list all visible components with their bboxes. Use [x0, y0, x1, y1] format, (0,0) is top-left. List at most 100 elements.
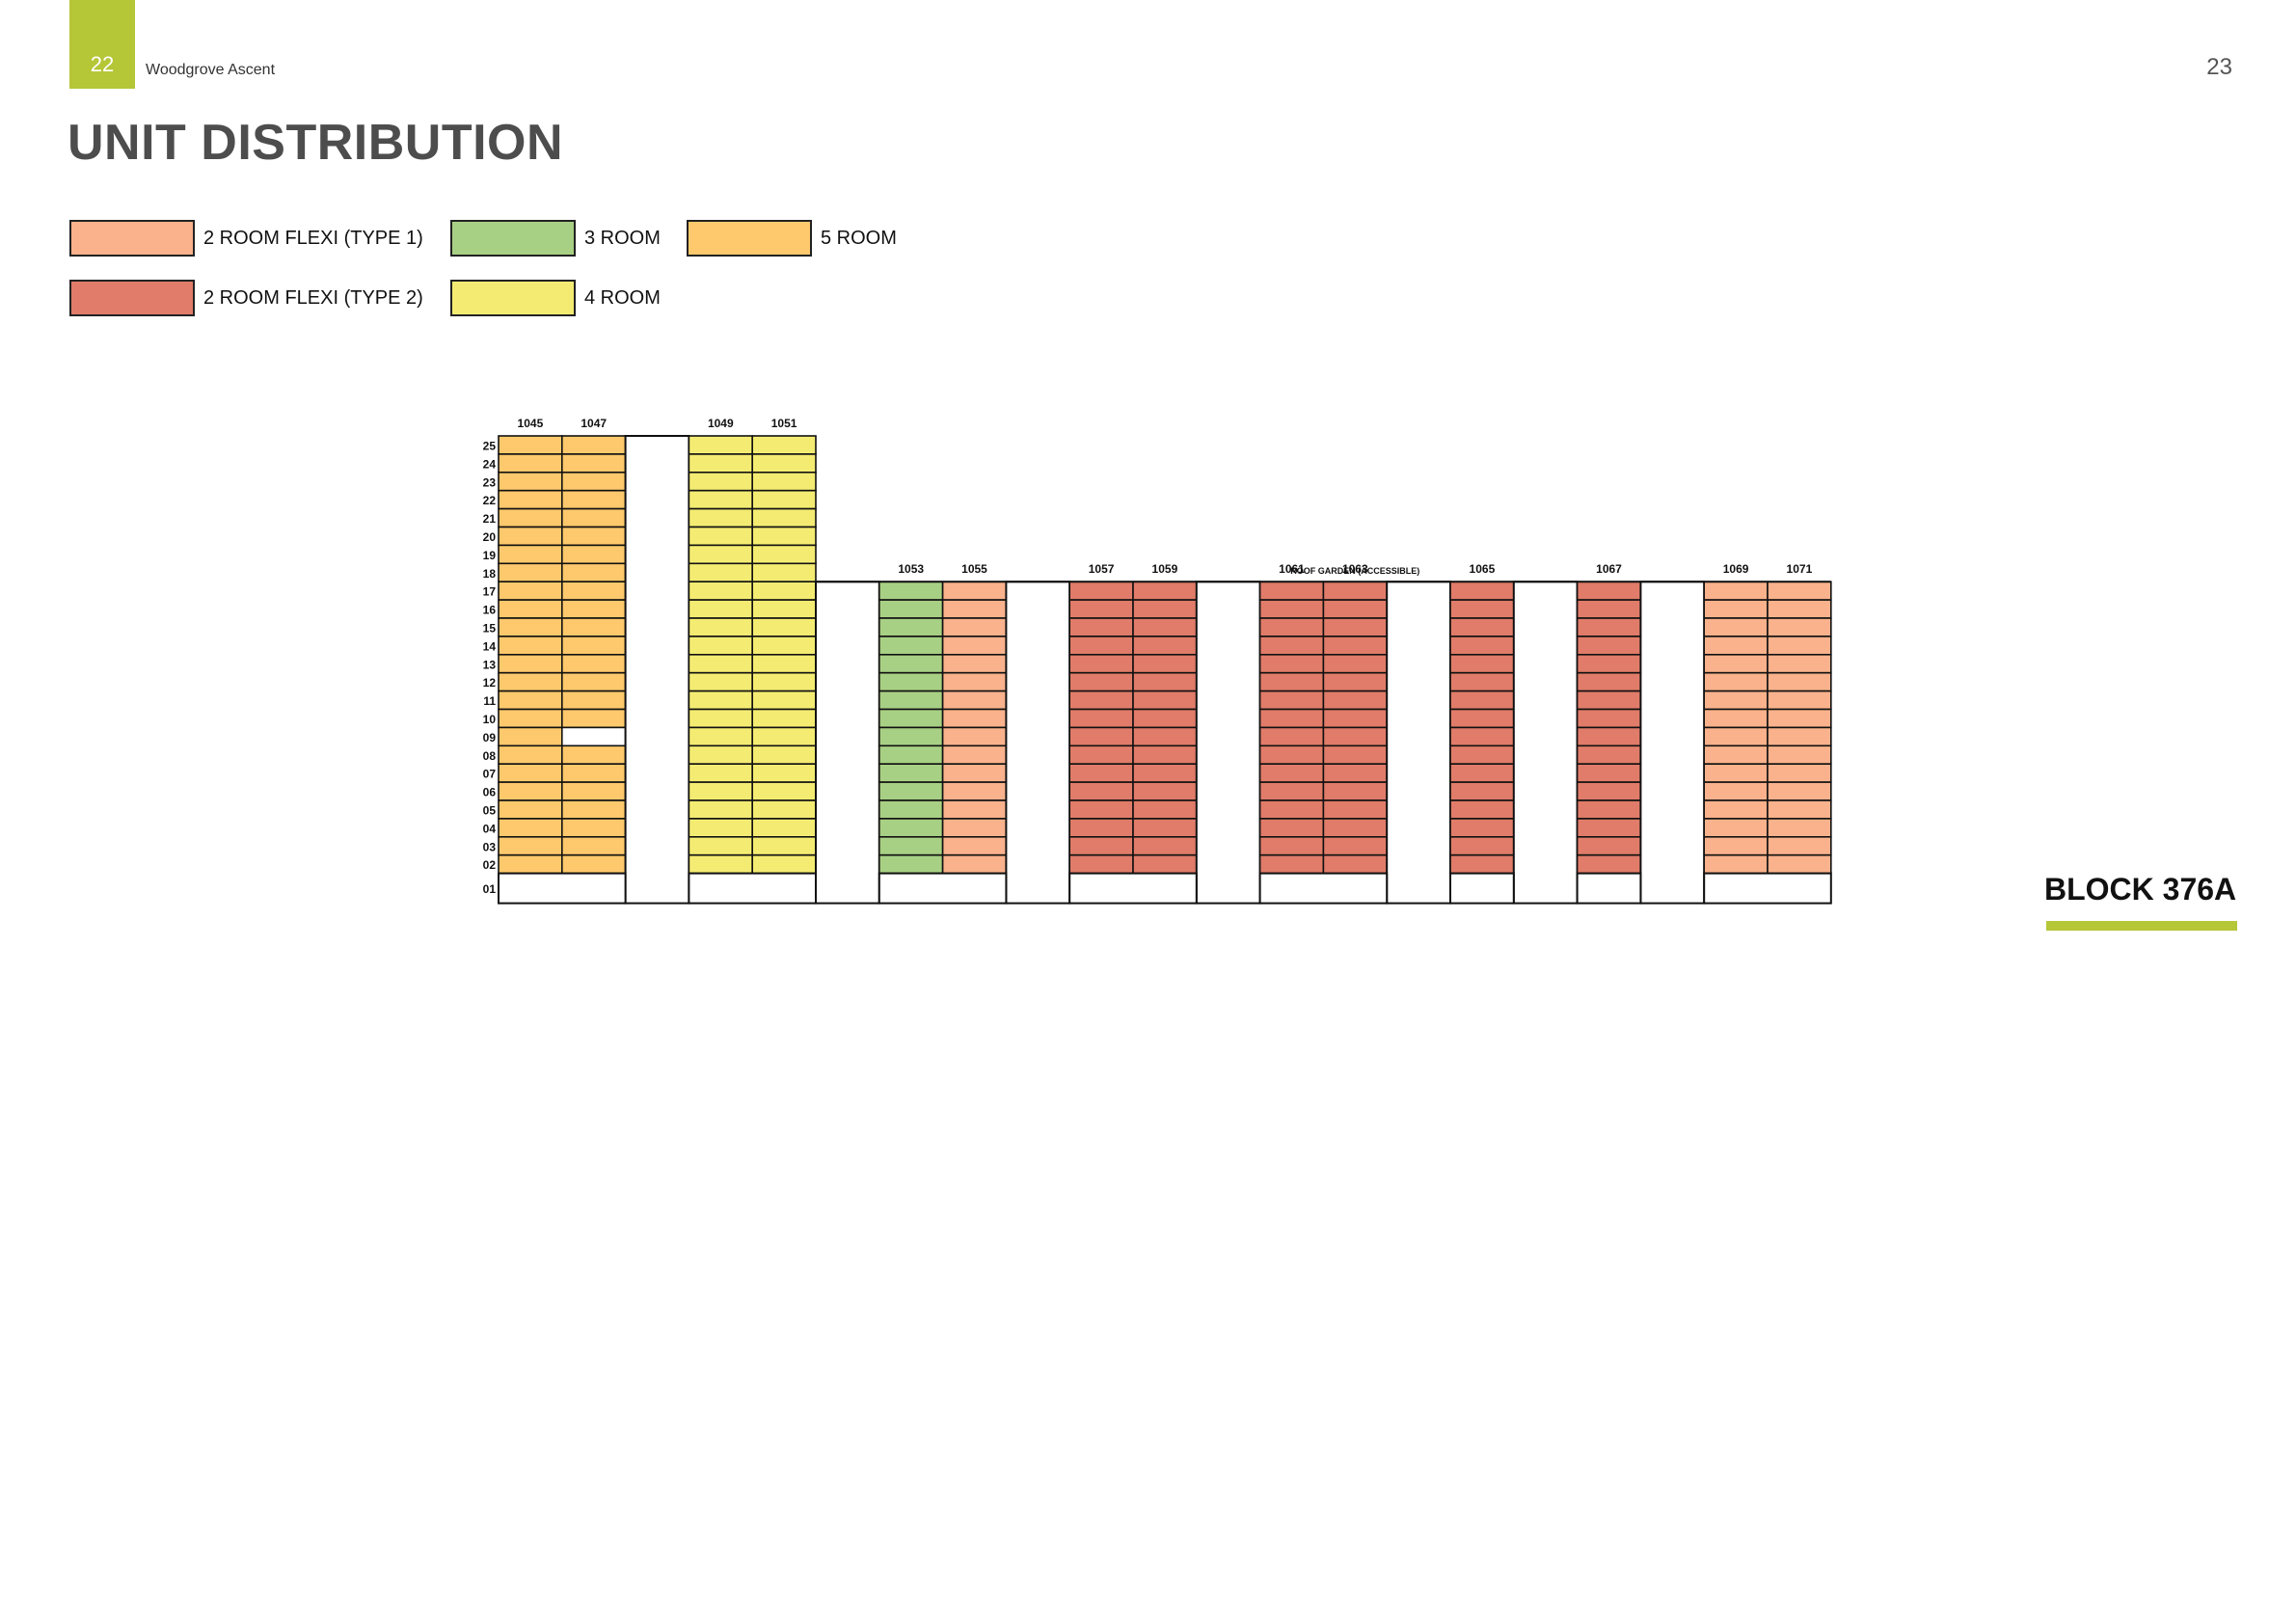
unit-cell: [1068, 763, 1134, 783]
unit-cell: [1322, 636, 1389, 656]
unit-cell: [1258, 726, 1325, 747]
floor-label: 07: [483, 768, 497, 781]
unit-cell: [878, 799, 944, 820]
floor-label: 17: [483, 585, 497, 599]
ground-floor-void: [1258, 872, 1389, 905]
unit-cell: [1132, 781, 1198, 801]
unit-cell: [1322, 763, 1389, 783]
floor-label: 09: [483, 731, 497, 744]
unit-cell: [1576, 581, 1642, 601]
unit-cell: [688, 781, 754, 801]
unit-cell: [560, 544, 627, 565]
unit-cell: [1258, 853, 1325, 875]
legend-swatch: [450, 280, 576, 316]
unit-cell: [1068, 781, 1134, 801]
unit-number-label: 1055: [961, 562, 987, 576]
unit-cell: [560, 799, 627, 820]
unit-cell: [1703, 781, 1769, 801]
unit-cell: [1449, 853, 1515, 875]
unit-cell: [1258, 744, 1325, 765]
page-number-right: 23: [2206, 54, 2232, 80]
unit-cell: [560, 507, 627, 528]
unit-cell: [1132, 799, 1198, 820]
legend-label: 3 ROOM: [584, 227, 661, 249]
ground-floor-void: [1449, 872, 1515, 905]
floor-label: 15: [483, 621, 497, 635]
unit-cell: [751, 653, 817, 674]
unit-cell: [1703, 818, 1769, 838]
floor-label: 13: [483, 658, 497, 671]
floor-label: 12: [483, 676, 497, 690]
unit-cell: [751, 435, 817, 455]
unit-cell: [1576, 781, 1642, 801]
unit-cell: [878, 599, 944, 619]
unit-cell: [1767, 599, 1832, 619]
unit-cell: [688, 653, 754, 674]
unit-cell: [1703, 763, 1769, 783]
unit-cell: [688, 853, 754, 875]
unit-cell: [560, 726, 627, 747]
floor-label: 16: [483, 604, 497, 617]
unit-cell: [688, 453, 754, 474]
unit-cell: [1703, 835, 1769, 856]
unit-cell: [688, 708, 754, 729]
unit-cell: [751, 617, 817, 637]
unit-cell: [688, 544, 754, 565]
unit-cell: [560, 690, 627, 711]
unit-cell: [878, 818, 944, 838]
unit-cell: [1132, 599, 1198, 619]
unit-cell: [751, 526, 817, 547]
unit-cell: [688, 489, 754, 510]
ground-floor-void: [1576, 872, 1642, 905]
unit-cell: [1703, 799, 1769, 820]
unit-cell: [1449, 781, 1515, 801]
unit-cell: [751, 671, 817, 692]
unit-cell: [688, 526, 754, 547]
unit-cell: [498, 453, 563, 474]
unit-cell: [751, 636, 817, 656]
unit-cell: [498, 526, 563, 547]
unit-cell: [941, 799, 1008, 820]
unit-cell: [1767, 617, 1832, 637]
unit-cell: [560, 853, 627, 875]
unit-cell: [878, 653, 944, 674]
unit-cell: [498, 636, 563, 656]
unit-cell: [1449, 818, 1515, 838]
unit-cell: [941, 653, 1008, 674]
core-shaft: [624, 435, 690, 905]
unit-cell: [1258, 690, 1325, 711]
unit-cell: [941, 636, 1008, 656]
unit-cell: [1258, 581, 1325, 601]
unit-cell: [1322, 599, 1389, 619]
unit-cell: [498, 581, 563, 601]
unit-cell: [941, 744, 1008, 765]
unit-cell: [1703, 726, 1769, 747]
unit-cell: [498, 853, 563, 875]
unit-cell: [1132, 744, 1198, 765]
unit-cell: [751, 818, 817, 838]
floor-label: 11: [483, 694, 496, 708]
unit-cell: [1703, 690, 1769, 711]
unit-cell: [751, 544, 817, 565]
unit-cell: [560, 599, 627, 619]
unit-cell: [941, 763, 1008, 783]
unit-cell: [1322, 708, 1389, 729]
unit-cell: [498, 763, 563, 783]
unit-cell: [1767, 835, 1832, 856]
unit-cell: [688, 435, 754, 455]
unit-cell: [560, 818, 627, 838]
floor-label: 01: [483, 882, 497, 896]
unit-number-label: 1053: [898, 562, 924, 576]
unit-cell: [1132, 835, 1198, 856]
unit-cell: [1068, 708, 1134, 729]
unit-cell: [941, 708, 1008, 729]
unit-cell: [560, 744, 627, 765]
unit-cell: [498, 435, 563, 455]
unit-cell: [498, 671, 563, 692]
core-shaft: [815, 581, 880, 905]
unit-cell: [1703, 853, 1769, 875]
unit-cell: [1068, 690, 1134, 711]
unit-cell: [688, 617, 754, 637]
unit-cell: [878, 835, 944, 856]
unit-cell: [560, 636, 627, 656]
